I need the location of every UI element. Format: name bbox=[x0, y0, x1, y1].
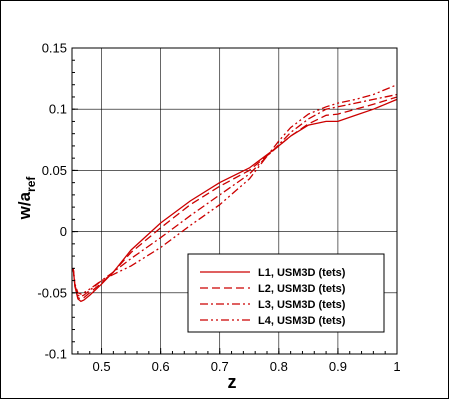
y-tick-label: 0 bbox=[60, 224, 67, 239]
axis-ticks bbox=[72, 47, 398, 355]
legend-label-1: L1, USM3D (tets) bbox=[258, 267, 346, 279]
x-tick-label: 0.6 bbox=[152, 359, 170, 374]
series-lines bbox=[72, 84, 398, 303]
y-axis-label-sub: ref bbox=[24, 176, 38, 192]
x-tick-label: 1 bbox=[393, 359, 400, 374]
x-axis-label: z bbox=[228, 372, 237, 392]
series-line-3 bbox=[72, 93, 398, 298]
legend-label-3: L3, USM3D (tets) bbox=[258, 299, 346, 311]
legend-label-4: L4, USM3D (tets) bbox=[258, 315, 346, 327]
y-tick-label: 0.05 bbox=[42, 163, 67, 178]
series-line-1 bbox=[72, 98, 398, 303]
x-tick-label: 0.5 bbox=[93, 359, 111, 374]
y-tick-label: -0.1 bbox=[45, 347, 67, 362]
svg-text:w/aref: w/aref bbox=[15, 176, 38, 221]
x-tick-labels: 0.5 0.6 0.7 0.8 0.9 1 bbox=[93, 359, 401, 374]
plot-border bbox=[71, 47, 398, 355]
y-tick-label: 0.1 bbox=[49, 102, 67, 117]
y-tick-label: -0.05 bbox=[37, 285, 67, 300]
legend-label-2: L2, USM3D (tets) bbox=[258, 283, 346, 295]
legend: L1, USM3D (tets) L2, USM3D (tets) L3, USM3… bbox=[187, 253, 385, 333]
x-tick-label: 0.7 bbox=[211, 359, 229, 374]
series-line-4 bbox=[72, 84, 398, 295]
x-tick-label: 0.8 bbox=[270, 359, 288, 374]
y-axis-label-main: w/a bbox=[15, 191, 34, 220]
y-tick-labels: -0.1 -0.05 0 0.05 0.1 0.15 bbox=[37, 41, 67, 362]
legend-box bbox=[187, 253, 385, 333]
series-line-2 bbox=[72, 96, 398, 300]
x-tick-label: 0.9 bbox=[329, 359, 347, 374]
y-tick-label: 0.15 bbox=[42, 41, 67, 56]
y-axis-label: w/aref bbox=[15, 176, 38, 221]
